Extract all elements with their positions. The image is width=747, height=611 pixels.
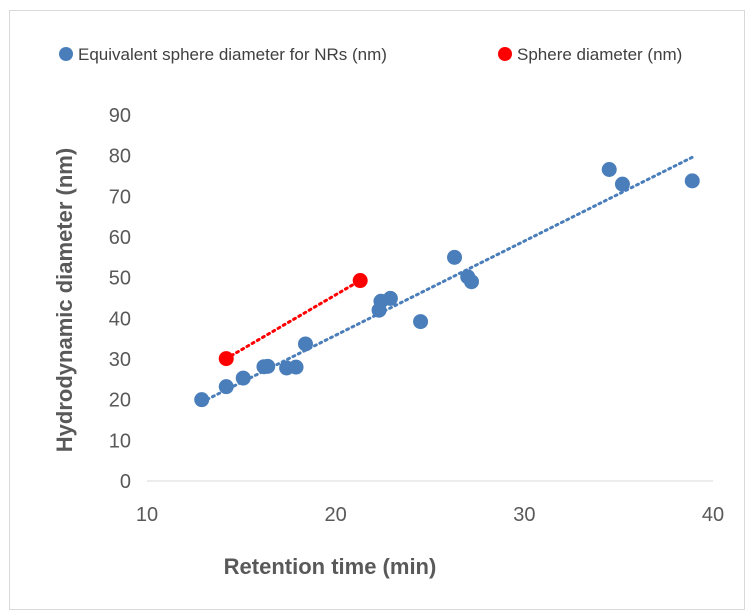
- data-point-nrs: [447, 249, 463, 265]
- x-tick-label: 40: [702, 504, 724, 526]
- data-point-nrs: [194, 392, 210, 408]
- x-axis-title: Retention time (min): [224, 554, 437, 579]
- legend-label-sphere: Sphere diameter (nm): [517, 45, 682, 64]
- x-tick-label: 20: [325, 504, 347, 526]
- y-tick-label: 60: [109, 227, 131, 249]
- legend-marker-nrs: [59, 47, 73, 61]
- legend-marker-sphere: [498, 47, 512, 61]
- x-tick-label: 30: [513, 504, 535, 526]
- data-point-nrs: [235, 370, 251, 386]
- data-point-nrs: [297, 336, 313, 352]
- data-point-nrs: [614, 176, 630, 192]
- data-point-nrs: [288, 359, 304, 375]
- data-point-nrs: [218, 379, 234, 395]
- y-tick-label: 40: [109, 308, 131, 330]
- legend: Equivalent sphere diameter for NRs (nm) …: [59, 45, 682, 64]
- legend-label-nrs: Equivalent sphere diameter for NRs (nm): [78, 45, 387, 64]
- data-points: [194, 161, 700, 408]
- y-tick-label: 20: [109, 390, 131, 412]
- x-axis-ticks: 10 20 30 40: [136, 504, 724, 526]
- data-point-nrs: [260, 358, 276, 374]
- y-tick-label: 70: [109, 186, 131, 208]
- data-point-nrs: [464, 274, 480, 290]
- y-tick-label: 30: [109, 349, 131, 371]
- y-axis-title: Hydrodynamic diameter (nm): [52, 148, 77, 452]
- trendline-sphere: [224, 279, 362, 361]
- y-tick-label: 0: [120, 471, 131, 493]
- data-point-nrs: [684, 173, 700, 189]
- y-axis-ticks: 0 10 20 30 40 50 60 70 80 90: [109, 105, 131, 493]
- data-point-nrs: [413, 314, 429, 330]
- data-point-nrs: [382, 290, 398, 306]
- data-point-nrs: [601, 161, 617, 177]
- trendline-nrs: [200, 155, 694, 404]
- x-tick-label: 10: [136, 504, 158, 526]
- trendlines: [200, 155, 694, 404]
- y-tick-label: 50: [109, 268, 131, 290]
- data-point-sphere: [352, 273, 368, 289]
- data-point-sphere: [218, 351, 234, 367]
- y-tick-label: 80: [109, 146, 131, 168]
- y-tick-label: 10: [109, 430, 131, 452]
- y-tick-label: 90: [109, 105, 131, 127]
